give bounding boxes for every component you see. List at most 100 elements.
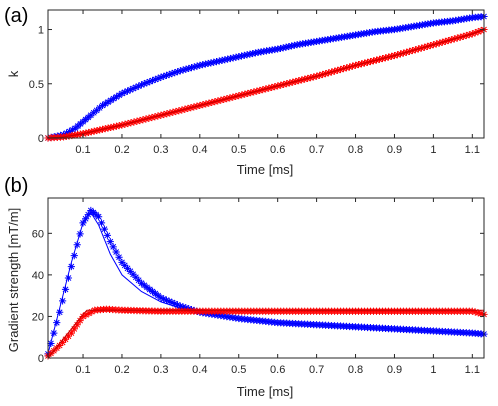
data-point-marker (151, 75, 159, 84)
y-tick-label: 40 (32, 270, 44, 282)
data-point-marker (148, 76, 157, 85)
data-point-marker (196, 61, 204, 69)
data-point-marker (171, 300, 179, 308)
panel-b-xlabel: Time [ms] (237, 384, 294, 399)
data-point-marker (68, 126, 76, 134)
data-point-marker (279, 44, 287, 52)
data-point-marker (126, 86, 134, 94)
data-point-marker (160, 72, 168, 80)
x-tick-label: 0.8 (348, 364, 363, 376)
data-point-marker (88, 308, 96, 316)
data-point-marker (157, 73, 165, 81)
x-tick-label: 0.3 (153, 144, 168, 156)
data-point-marker (276, 44, 285, 53)
data-point-marker (132, 83, 140, 91)
x-tick-label: 0.2 (114, 364, 129, 376)
data-point-marker (237, 52, 246, 60)
data-point-marker (109, 243, 117, 251)
data-point-marker (87, 111, 95, 119)
data-point-marker (215, 57, 223, 65)
panel-a-ylabel: k (6, 70, 21, 77)
data-point-marker (207, 59, 215, 67)
data-point-marker (176, 67, 184, 75)
data-point-marker (185, 64, 193, 73)
data-point-marker (121, 88, 129, 96)
panel-a-series-1 (44, 25, 488, 142)
data-point-marker (224, 55, 232, 63)
data-point-marker (204, 59, 212, 68)
data-point-marker (251, 49, 260, 57)
data-point-marker (162, 296, 171, 304)
x-tick-label: 0.4 (192, 364, 207, 376)
data-point-marker (112, 93, 121, 101)
data-point-marker (100, 225, 109, 233)
data-point-marker (67, 329, 75, 337)
data-point-marker (56, 341, 64, 350)
data-point-marker (190, 63, 198, 71)
data-point-marker (115, 91, 123, 99)
x-tick-label: 1 (430, 364, 436, 376)
x-tick-label: 0.7 (309, 364, 324, 376)
data-point-marker (123, 264, 132, 272)
x-tick-label: 0.2 (114, 144, 129, 156)
data-point-marker (274, 45, 282, 53)
data-point-marker (61, 335, 70, 343)
data-point-marker (106, 238, 114, 246)
axes-frame (47, 9, 485, 139)
data-point-marker (210, 58, 218, 66)
y-tick-label: 0.5 (29, 79, 44, 91)
y-tick-label: 0 (38, 353, 44, 365)
panel-b-series-3 (47, 309, 484, 359)
series-line (47, 29, 485, 139)
data-point-marker (168, 69, 176, 78)
data-point-marker (212, 58, 221, 66)
data-point-marker (171, 69, 179, 77)
data-point-marker (182, 65, 190, 73)
data-point-marker (162, 71, 171, 79)
x-tick-label: 0.1 (75, 144, 90, 156)
data-point-marker (154, 74, 162, 82)
data-point-marker (79, 312, 87, 321)
data-point-marker (58, 338, 67, 347)
x-tick-label: 0.5 (231, 144, 246, 156)
data-point-marker (232, 53, 240, 61)
data-point-marker (282, 43, 290, 51)
panel-a-series-2 (47, 29, 485, 139)
data-point-marker (56, 308, 64, 316)
y-tick-label: 0 (38, 133, 44, 145)
data-point-marker (129, 84, 137, 93)
data-point-marker (53, 344, 61, 352)
data-point-marker (468, 307, 476, 315)
data-point-marker (179, 303, 187, 311)
data-point-marker (50, 329, 58, 337)
panel-a-xlabel: Time [ms] (237, 162, 294, 177)
data-point-marker (235, 53, 243, 61)
axes-frame (47, 197, 485, 359)
data-point-marker (58, 297, 67, 305)
x-tick-label: 0.5 (231, 364, 246, 376)
data-point-marker (176, 302, 184, 310)
data-point-marker (118, 89, 126, 98)
data-point-marker (187, 306, 196, 314)
data-point-marker (73, 241, 81, 249)
panel-a-label: (a) (4, 5, 28, 27)
data-point-marker (73, 321, 81, 329)
series-line (47, 211, 485, 354)
data-point-marker (173, 68, 182, 76)
data-point-marker (110, 95, 118, 103)
panel-b-label: (b) (4, 175, 28, 197)
data-point-marker (103, 231, 111, 240)
data-point-marker (226, 54, 235, 63)
panel-b-plot: 0.1 0.2 0.3 0.4 0.5 0.6 0.7 0.8 0.9 1 1.1 0 20 40 60 (32, 197, 488, 376)
data-point-marker (82, 311, 90, 319)
y-tick-label: 60 (32, 228, 44, 240)
data-point-marker (135, 82, 143, 90)
data-point-marker (85, 309, 93, 317)
data-point-marker (287, 42, 296, 50)
x-tick-label: 0.9 (387, 144, 402, 156)
data-point-marker (101, 100, 109, 108)
panel-a-plot: 0.1 0.2 0.3 0.4 0.5 0.6 0.7 0.8 0.9 1 1.1 0 0.5 1 (29, 9, 488, 156)
y-tick-label: 1 (38, 25, 44, 37)
series-line (47, 309, 484, 359)
data-point-marker (182, 304, 190, 312)
